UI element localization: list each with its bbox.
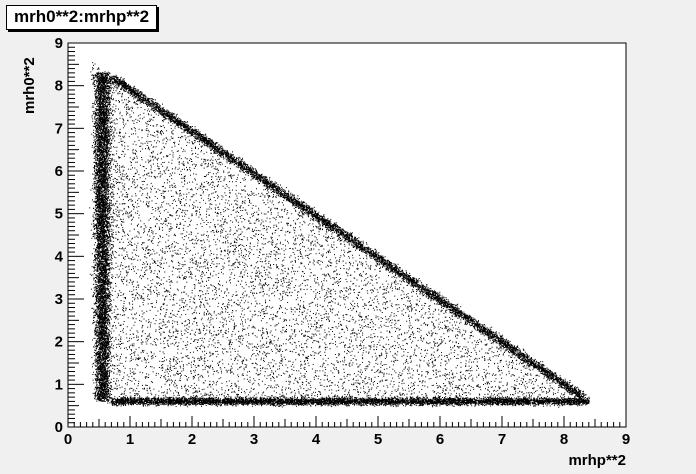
x-axis-ticks: 0 1 2 3 4 5 6 7 8 9 <box>64 416 630 448</box>
x-tick-label: 4 <box>312 431 321 448</box>
scatter-points <box>89 62 590 408</box>
y-tick-label: 5 <box>55 206 63 223</box>
y-tick-label: 2 <box>55 334 63 351</box>
x-tick-label: 0 <box>64 431 72 448</box>
y-tick-label: 6 <box>55 163 63 180</box>
x-axis-label: mrhp**2 <box>568 452 626 469</box>
plot-title: mrh0**2:mrhp**2 <box>6 5 158 30</box>
y-tick-label: 3 <box>55 291 63 308</box>
y-axis-ticks: 0 1 2 3 4 5 6 7 8 9 <box>55 35 84 436</box>
x-tick-label: 1 <box>126 431 134 448</box>
y-tick-label: 8 <box>55 78 63 95</box>
y-tick-label: 7 <box>55 120 63 137</box>
x-tick-label: 3 <box>250 431 258 448</box>
y-axis-label: mrh0**2 <box>21 57 38 114</box>
scatter-point-cloud <box>89 62 590 408</box>
x-tick-label: 5 <box>374 431 382 448</box>
y-tick-label: 1 <box>55 376 63 393</box>
x-tick-label: 7 <box>498 431 506 448</box>
x-tick-label: 2 <box>188 431 196 448</box>
y-tick-label: 9 <box>55 35 63 52</box>
y-tick-label: 4 <box>55 248 64 265</box>
y-tick-label: 0 <box>55 419 63 436</box>
x-tick-label: 9 <box>622 431 630 448</box>
x-tick-label: 8 <box>560 431 568 448</box>
x-tick-label: 6 <box>436 431 444 448</box>
